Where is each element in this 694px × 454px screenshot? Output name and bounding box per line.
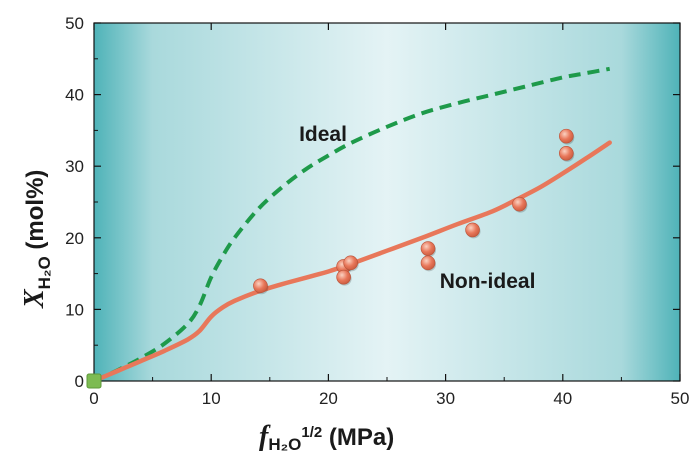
y-tick-label: 40 — [65, 86, 84, 105]
data-point — [512, 196, 527, 212]
data-point — [253, 278, 268, 294]
annotation-ideal: Ideal — [299, 123, 347, 146]
data-point — [559, 128, 574, 144]
x-tick-label: 20 — [319, 389, 338, 408]
y-tick-label: 50 — [65, 14, 84, 33]
axis-ticks: 0 10 20 30 40 50 0 10 20 30 40 50 — [65, 14, 689, 408]
y-tick-label: 0 — [75, 372, 84, 391]
data-point — [343, 255, 358, 271]
y-tick-label: 30 — [65, 157, 84, 176]
annotation-non-ideal: Non-ideal — [440, 270, 536, 293]
y-tick-label: 20 — [65, 229, 84, 248]
origin-marker — [86, 373, 102, 389]
series-layer — [91, 66, 612, 384]
annotation-layer: Ideal Non-ideal — [299, 123, 535, 293]
y-tick-label: 10 — [65, 300, 84, 319]
x-tick-label: 40 — [553, 389, 572, 408]
non-ideal-series-line — [91, 140, 612, 384]
data-point — [336, 269, 351, 285]
x-tick-label: 30 — [436, 389, 455, 408]
x-tick-label: 50 — [671, 389, 690, 408]
data-point — [559, 146, 574, 161]
points-layer — [86, 128, 575, 389]
y-axis-label: XH₂O (mol%) — [19, 170, 54, 309]
x-axis-label: fH₂O1/2 (MPa) — [259, 421, 394, 454]
data-point — [420, 241, 436, 256]
x-tick-label: 0 — [89, 389, 98, 408]
data-point — [465, 222, 480, 238]
ideal-series-line — [93, 66, 611, 383]
x-tick-label: 10 — [202, 389, 221, 408]
data-point — [420, 255, 436, 271]
